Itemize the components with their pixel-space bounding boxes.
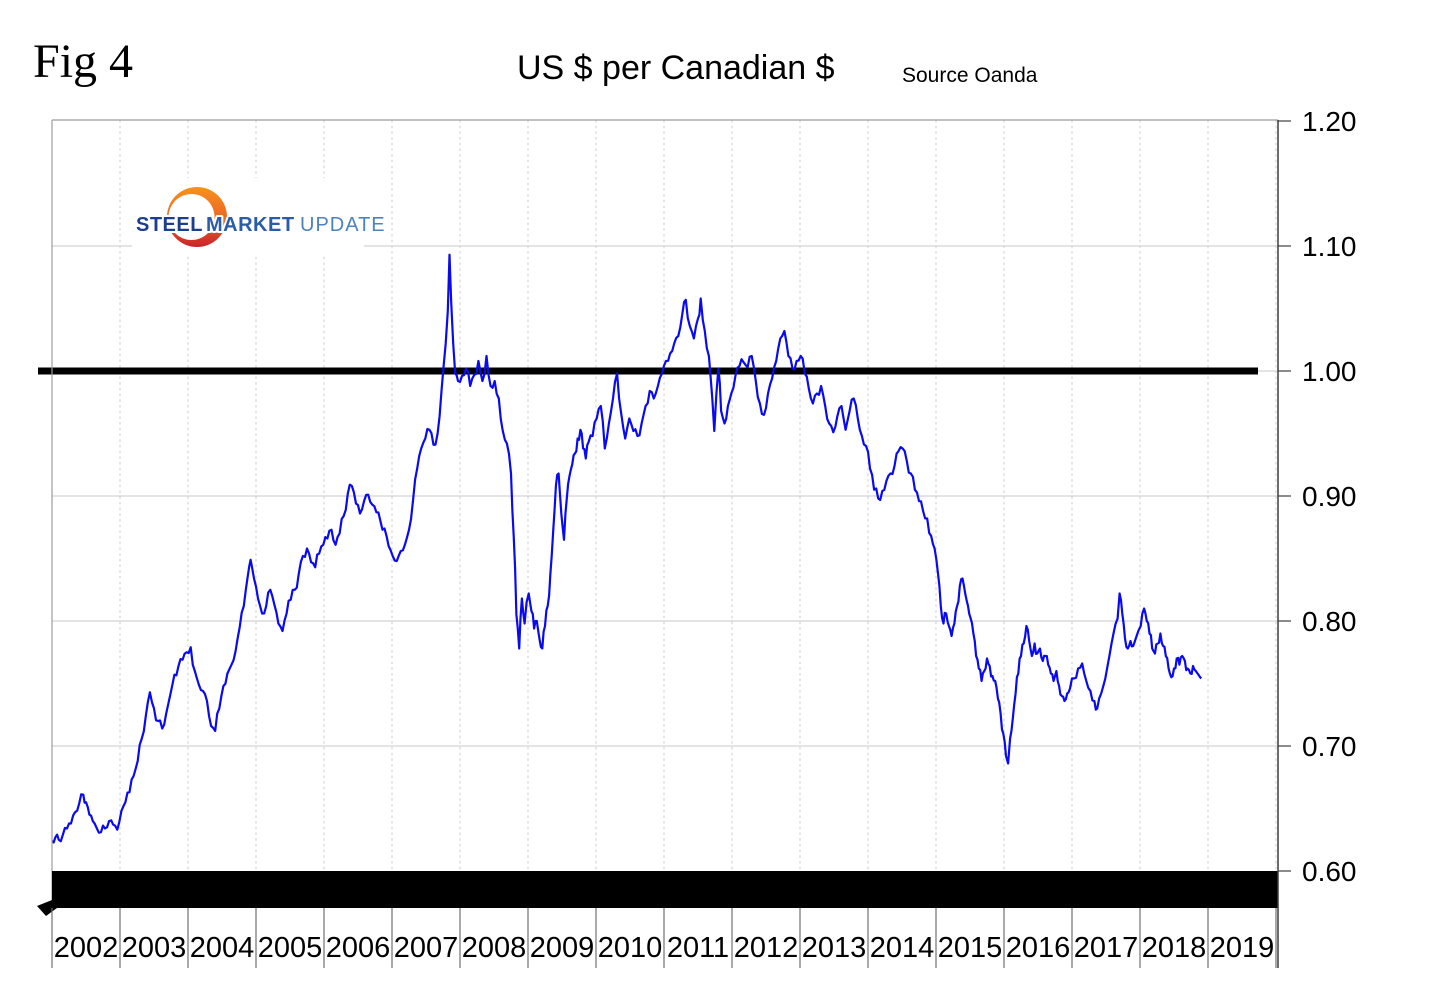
figure-label: Fig 4 xyxy=(33,35,134,88)
x-tick-label: 2011 xyxy=(667,932,729,964)
steel-market-update-logo: STEEL MARKET UPDATE xyxy=(132,178,386,256)
y-tick-label: 0.90 xyxy=(1302,481,1357,512)
x-tick-label: 2015 xyxy=(938,932,1003,964)
baseline-notch xyxy=(37,898,57,916)
x-tick-label: 2010 xyxy=(598,932,663,964)
y-tick-label: 1.00 xyxy=(1302,356,1357,387)
x-tick-label: 2014 xyxy=(870,932,935,964)
logo-text-update: UPDATE xyxy=(300,214,386,236)
x-tick-label: 2018 xyxy=(1142,932,1207,964)
baseline-bar xyxy=(52,871,1278,908)
logo-text-steel: STEEL xyxy=(136,214,203,236)
y-tick-label: 0.70 xyxy=(1302,731,1357,762)
x-tick-label: 2003 xyxy=(122,932,187,964)
logo-crescent-hole xyxy=(168,194,215,240)
logo-text-market: MARKET xyxy=(206,214,295,236)
x-tick-label: 2007 xyxy=(394,932,459,964)
y-tick-label: 1.10 xyxy=(1302,231,1357,262)
chart-title: US $ per Canadian $ xyxy=(517,49,835,87)
x-tick-label: 2017 xyxy=(1074,932,1139,964)
x-tick-label: 2013 xyxy=(802,932,867,964)
y-tick-label: 1.20 xyxy=(1302,106,1357,137)
parity-line xyxy=(38,367,1258,375)
x-tick-label: 2012 xyxy=(734,932,799,964)
y-tick-label: 0.60 xyxy=(1302,856,1357,887)
x-tick-label: 2009 xyxy=(530,932,595,964)
x-tick-label: 2005 xyxy=(258,932,323,964)
x-tick-label: 2006 xyxy=(326,932,391,964)
x-tick-label: 2019 xyxy=(1210,932,1275,964)
x-tick-label: 2002 xyxy=(54,932,119,964)
source-label: Source Oanda xyxy=(902,64,1038,87)
x-tick-label: 2008 xyxy=(462,932,527,964)
x-tick-label: 2004 xyxy=(190,932,255,964)
price-line xyxy=(51,253,1203,844)
y-tick-label: 0.80 xyxy=(1302,606,1357,637)
x-tick-label: 2016 xyxy=(1006,932,1071,964)
